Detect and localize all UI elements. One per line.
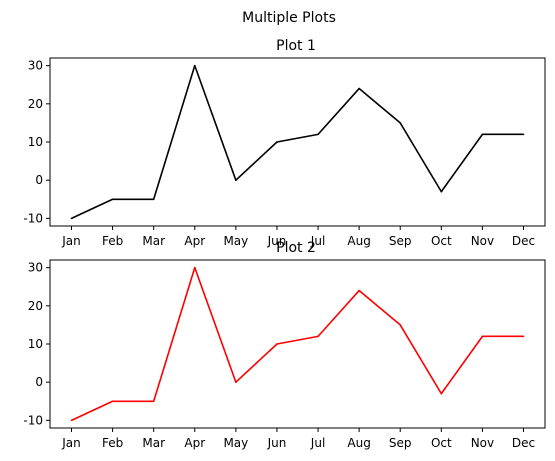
plot-2-title: Plot 2 — [276, 240, 316, 256]
plot-1-data-point — [440, 190, 443, 193]
plot-2-ytick-label: 20 — [28, 299, 43, 313]
plot-2-ytick-label: 10 — [28, 337, 43, 351]
plot-1-data-point — [111, 198, 114, 201]
plot-1-xtick-label: Aug — [347, 234, 370, 248]
plot-2-xtick-label: Aug — [347, 436, 370, 450]
plot-1-title: Plot 1 — [276, 38, 316, 54]
plot-2-xtick-label: Dec — [512, 436, 535, 450]
plot-2-data-point — [440, 392, 443, 395]
plot-1-xtick-label: Mar — [142, 234, 165, 248]
plot-2-data-point — [317, 335, 319, 338]
plot-2-data-point — [193, 266, 196, 269]
plot-1-data-point — [152, 198, 155, 201]
plot-2-data-point — [276, 343, 278, 345]
plot-2-series-line — [71, 266, 524, 422]
plot-2: -10 0 10 20 30 Jan Feb Mar Apr May Jun Jul Aug Sep Oct… — [23, 240, 546, 450]
plot-1-data-point — [317, 133, 319, 136]
plot-1-data-point — [193, 64, 196, 67]
plot-1-data-point — [399, 122, 402, 124]
plot-1-ytick-label: 0 — [35, 173, 43, 187]
plot-1-xtick-label: Jun — [267, 234, 287, 248]
plot-2-data-point — [481, 335, 484, 338]
plot-2-xtick-label: Jan — [61, 436, 81, 450]
plot-1-xtick-label: Apr — [184, 234, 205, 248]
plot-2-ytick-label: 0 — [35, 375, 43, 389]
plot-2-xtick-label: Feb — [102, 436, 123, 450]
plot-1-data-point — [481, 133, 484, 136]
plot-2-xtick-label: May — [223, 436, 248, 450]
plot-1-xtick-label: Sep — [389, 234, 412, 248]
plot-1-axes-frame — [49, 57, 546, 227]
plot-2-xtick-label: Mar — [142, 436, 165, 450]
plot-2-data-point — [111, 400, 114, 403]
plot-2-axes-frame — [49, 259, 546, 429]
plot-2-xtick-label: Oct — [431, 436, 452, 450]
plot-1-ytick-label: 30 — [28, 59, 43, 73]
plot-2-data-point — [152, 400, 155, 403]
plot-1-ytick-label: -10 — [23, 211, 43, 225]
plot-2-ytick-label: 30 — [28, 261, 43, 275]
plot-2-data-point — [70, 419, 73, 422]
plot-2-ytick-label: -10 — [23, 413, 43, 427]
plot-2-xtick-label: Jun — [267, 436, 287, 450]
plot-2-xtick-label: Nov — [471, 436, 494, 450]
plot-2-xtick-label: Sep — [389, 436, 412, 450]
plot-1-ytick-label: 20 — [28, 97, 43, 111]
plot-1: -10 0 10 20 30 Jan Feb Mar Apr May Jun Jul Aug Sep Oct… — [23, 38, 546, 248]
plot-2-data-point — [522, 335, 525, 338]
plot-1-xtick-label: Jul — [310, 234, 325, 248]
plot-1-data-point — [235, 179, 237, 181]
plot-1-xtick-label: May — [223, 234, 248, 248]
plot-1-xtick-label: Nov — [471, 234, 494, 248]
plot-2-data-point — [399, 324, 402, 326]
plot-1-xtick-label: Oct — [431, 234, 452, 248]
plot-1-data-point — [70, 217, 73, 220]
plot-2-xtick-label: Jul — [310, 436, 325, 450]
plot-1-data-point — [276, 141, 278, 143]
plot-1-xtick-label: Feb — [102, 234, 123, 248]
plot-2-data-point — [235, 381, 237, 383]
plot-2-data-point — [358, 289, 360, 292]
plot-2-xtick-label: Apr — [184, 436, 205, 450]
plot-1-xtick-label: Jan — [61, 234, 81, 248]
plot-1-ytick-label: 10 — [28, 135, 43, 149]
figure-title: Multiple Plots — [242, 10, 336, 26]
plot-1-series-line — [71, 64, 524, 220]
plot-1-data-point — [522, 133, 525, 136]
plot-1-xtick-label: Dec — [512, 234, 535, 248]
plot-1-data-point — [358, 87, 360, 90]
